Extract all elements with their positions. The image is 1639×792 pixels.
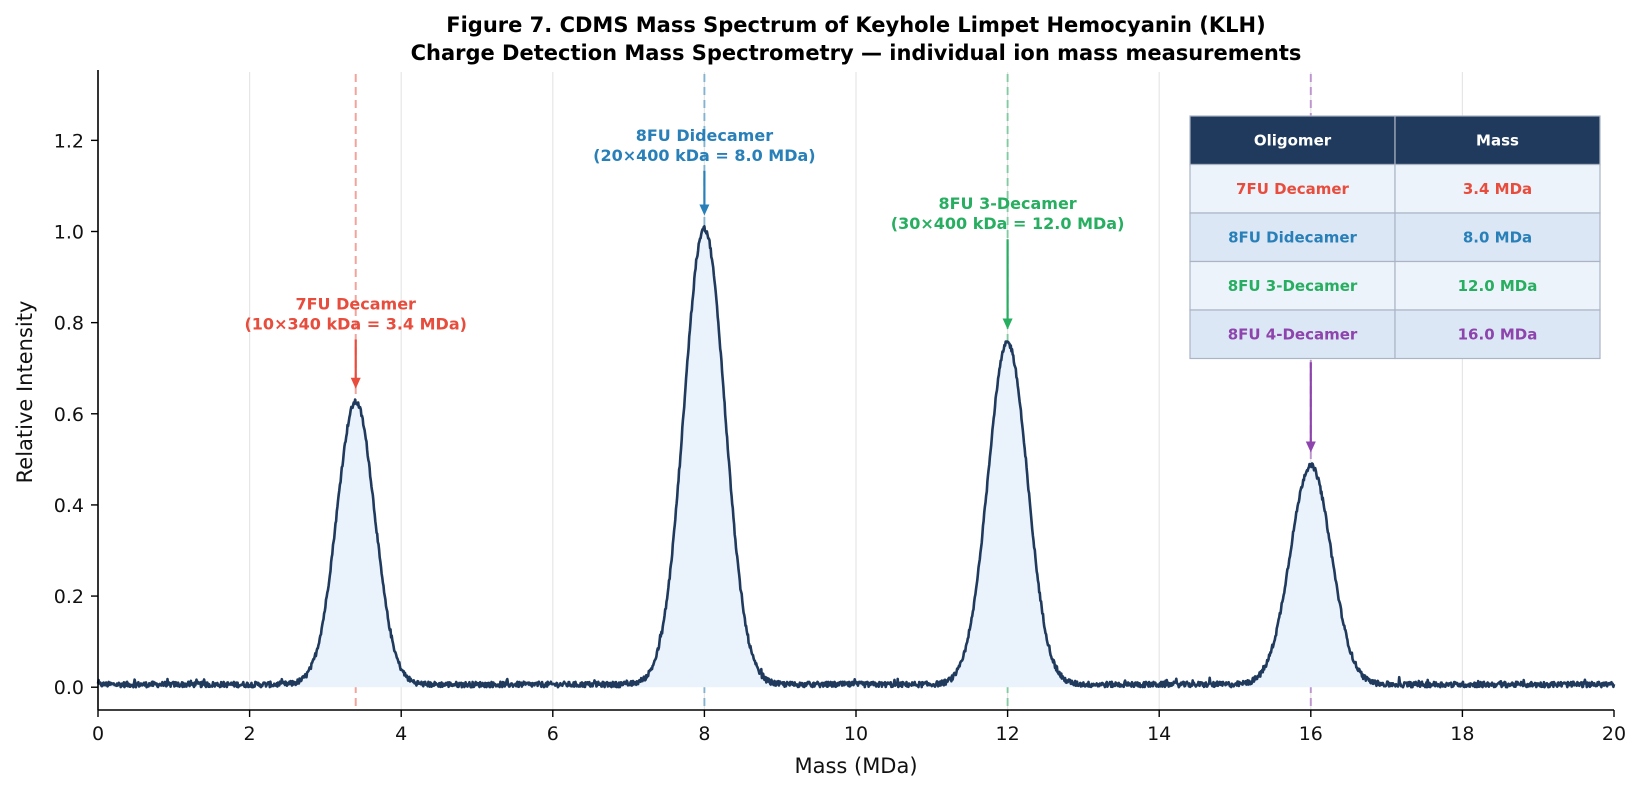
- spectrum: [96, 225, 1616, 689]
- table-mass: 12.0 MDa: [1458, 277, 1538, 295]
- x-tick-label: 12: [996, 723, 1020, 745]
- table-oligomer: 7FU Decamer: [1236, 180, 1350, 198]
- table-oligomer: 8FU Didecamer: [1228, 228, 1357, 246]
- table-oligomer: 8FU 3-Decamer: [1228, 277, 1358, 295]
- y-tick-label: 0.4: [54, 495, 84, 517]
- table-cell: [1189, 309, 1396, 360]
- y-tick-label: 1.2: [54, 130, 84, 152]
- table-mass: 8.0 MDa: [1463, 228, 1532, 246]
- peak-label-formula: (20×400 kDa = 8.0 MDa): [593, 146, 815, 165]
- peak-label-name: 7FU Decamer: [295, 294, 416, 313]
- table-cell: [1189, 163, 1396, 214]
- y-tick-label: 0.0: [54, 677, 84, 699]
- peak-arrow-head: [699, 204, 710, 216]
- peak-label-formula: (10×340 kDa = 3.4 MDa): [244, 314, 466, 333]
- chart-title: Figure 7. CDMS Mass Spectrum of Keyhole …: [446, 13, 1265, 37]
- peak-arrow-head: [1305, 441, 1316, 453]
- peak-label-name: 8FU Didecamer: [636, 126, 774, 145]
- y-tick-label: 0.8: [54, 313, 84, 335]
- peak-arrow-head: [1002, 318, 1013, 330]
- chart-subtitle: Charge Detection Mass Spectrometry — ind…: [411, 41, 1302, 65]
- table-cell: [1394, 260, 1601, 311]
- x-tick-label: 10: [844, 723, 868, 745]
- x-tick-label: 20: [1602, 723, 1626, 745]
- y-tick-label: 0.6: [54, 404, 84, 426]
- spectrum-line: [96, 225, 1616, 689]
- x-tick-label: 6: [547, 723, 559, 745]
- table-header-label: Oligomer: [1254, 131, 1332, 149]
- x-tick-label: 8: [698, 723, 710, 745]
- x-tick-label: 0: [92, 723, 104, 745]
- axes: 0 2 4 6 8 10 12 14 16 18 20 0.0 0.2 0.4 0.6 0.8 1.0 1.2: [54, 70, 1626, 745]
- x-tick-label: 2: [244, 723, 256, 745]
- oligomer-table: Oligomer Mass 7FU Decamer 3.4 MDa 8FU Dideca…: [1189, 115, 1601, 360]
- peak-label-formula: (30×400 kDa = 12.0 MDa): [891, 214, 1125, 233]
- y-tick-label: 0.2: [54, 586, 84, 608]
- table-header-label: Mass: [1476, 131, 1519, 149]
- table-cell: [1394, 212, 1601, 263]
- x-tick-label: 14: [1147, 723, 1171, 745]
- table-cell: [1394, 163, 1601, 214]
- table-mass: 16.0 MDa: [1458, 325, 1538, 343]
- table-oligomer: 8FU 4-Decamer: [1228, 325, 1358, 343]
- table-cell: [1189, 212, 1396, 263]
- x-tick-label: 4: [395, 723, 407, 745]
- x-tick-label: 18: [1450, 723, 1474, 745]
- peak-label-name: 8FU 3-Decamer: [938, 194, 1076, 213]
- table-mass: 3.4 MDa: [1463, 180, 1532, 198]
- table-header-cell: [1394, 115, 1601, 166]
- peak-arrow-head: [350, 377, 361, 389]
- y-axis-label: Relative Intensity: [13, 301, 37, 484]
- x-axis-label: Mass (MDa): [794, 754, 917, 778]
- y-tick-label: 1.0: [54, 222, 84, 244]
- x-tick-label: 16: [1299, 723, 1323, 745]
- peak-reference-lines: [354, 74, 1312, 710]
- table-cell: [1394, 309, 1601, 360]
